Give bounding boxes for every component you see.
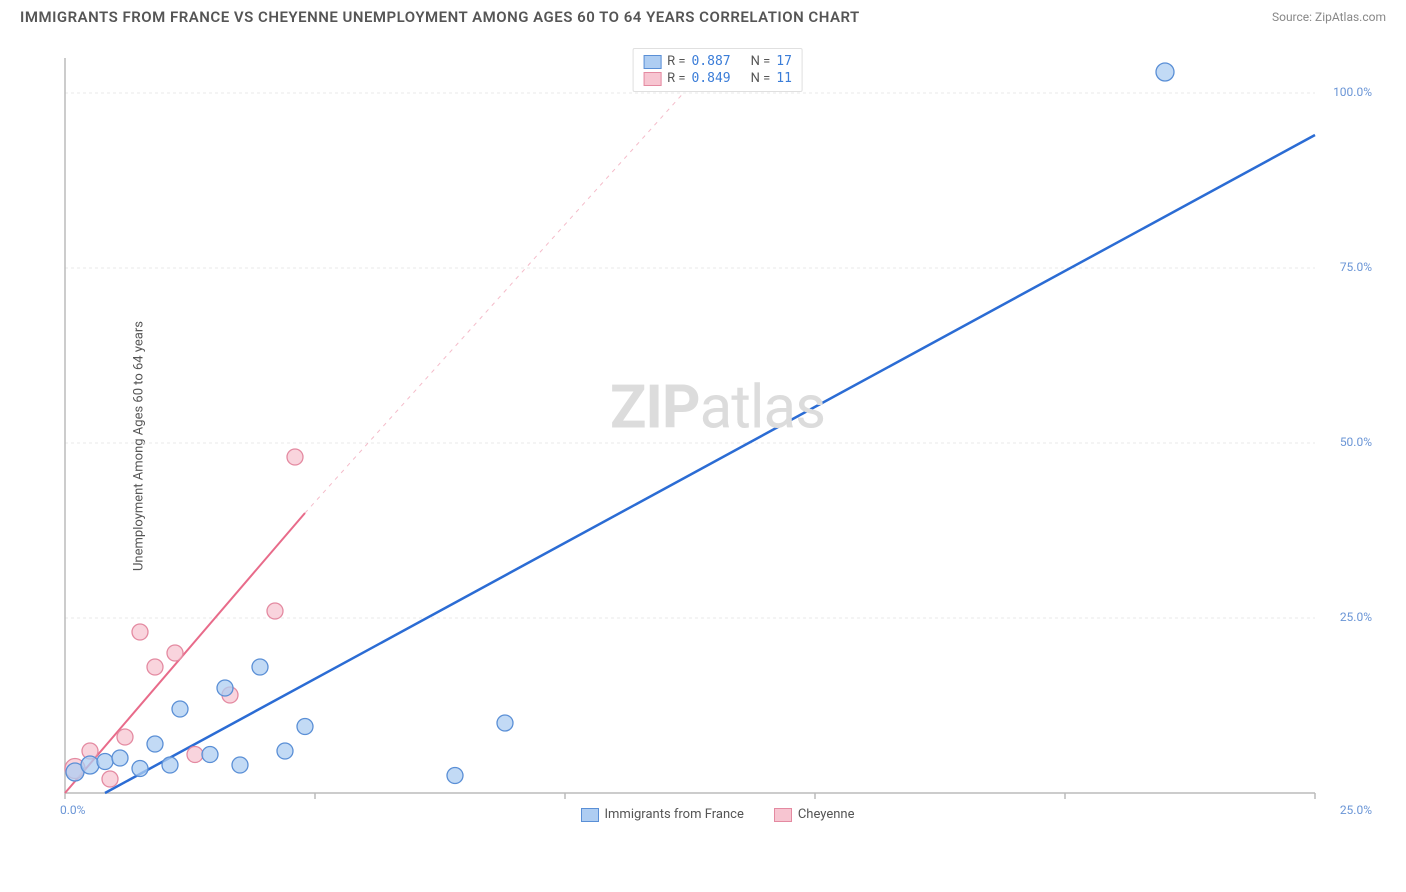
swatch-series-0 [643,55,661,69]
chart-header: IMMIGRANTS FROM FRANCE VS CHEYENNE UNEMP… [0,0,1406,30]
swatch-series-1 [643,72,661,86]
scatter-svg [55,48,1380,828]
chart-title: IMMIGRANTS FROM FRANCE VS CHEYENNE UNEMP… [20,8,860,26]
y-tick-label: 50.0% [1340,435,1372,449]
legend-item-0: Immigrants from France [581,807,744,822]
y-tick-label: 75.0% [1340,260,1372,274]
legend-row-series-1: R = 0.849 N = 11 [643,70,792,87]
series-legend: Immigrants from France Cheyenne [581,807,855,822]
y-tick-label: 100.0% [1333,85,1372,99]
y-tick-label: 25.0% [1340,610,1372,624]
chart-source: Source: ZipAtlas.com [1272,10,1386,24]
legend-row-series-0: R = 0.887 N = 17 [643,53,792,70]
x-tick-label: 0.0% [60,803,85,817]
swatch-series-1-bottom [774,808,792,822]
swatch-series-0-bottom [581,808,599,822]
chart-area: ZIPatlas R = 0.887 N = 17 R = 0.849 N = … [55,48,1380,828]
correlation-legend: R = 0.887 N = 17 R = 0.849 N = 11 [632,48,803,92]
legend-item-1: Cheyenne [774,807,855,822]
x-tick-label: 25.0% [1340,803,1372,817]
